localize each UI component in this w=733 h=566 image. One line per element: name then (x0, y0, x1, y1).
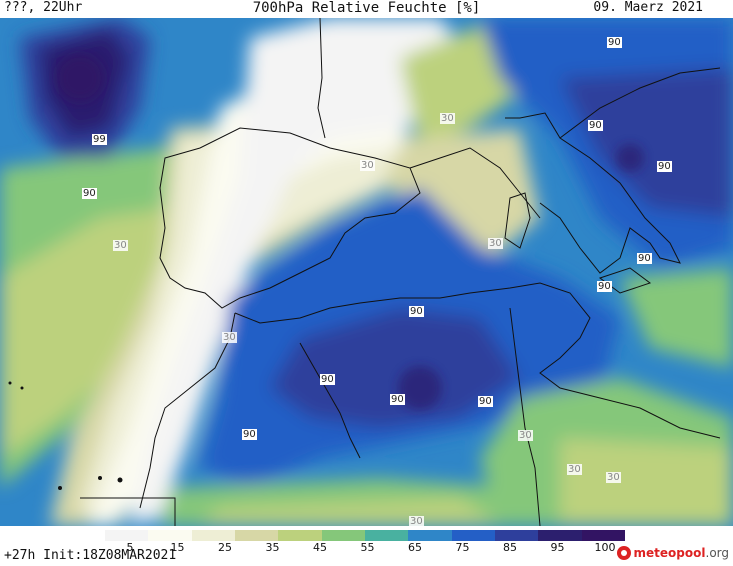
colorbar-tick-label: 55 (360, 541, 375, 554)
contour-label: 30 (222, 332, 237, 343)
france-coastline (317, 18, 326, 139)
valid-time-label: ???, 22Uhr (4, 0, 83, 15)
border-a (299, 342, 361, 459)
colorbar-tick-label: 45 (313, 541, 327, 554)
colorbar-swatch (278, 530, 322, 541)
colorbar-swatch (408, 530, 452, 541)
contour-label: 30 (518, 430, 533, 441)
map-title: 700hPa Relative Feuchte [%] (252, 0, 481, 16)
contour-label: 90 (607, 37, 622, 48)
init-time-label: +27h Init:18Z08MAR2021 (4, 548, 177, 563)
colorbar-swatch (105, 530, 149, 541)
brand-name-accent: pool (676, 546, 706, 560)
date-label: 09. Maerz 2021 (593, 0, 703, 15)
colorbar-swatch (234, 530, 279, 541)
colorbar-swatch (581, 530, 625, 541)
colorbar-tick-label: 35 (265, 541, 280, 554)
contour-label: 90 (637, 253, 652, 264)
morocco-coastline (139, 312, 236, 509)
border-b (509, 307, 541, 526)
brand-suffix: .org (705, 546, 730, 560)
meteopool-icon (616, 546, 631, 560)
iberia-coastline (159, 127, 421, 309)
corsica-sardinia (504, 192, 531, 249)
colorbar-tick-label: 85 (503, 541, 517, 554)
colorbar-ticks: 5 15 25 35 45 55 65 75 85 95 100 (126, 541, 620, 555)
colorbar-swatch (494, 530, 539, 541)
colorbar-tick-label: 15 (170, 541, 185, 554)
contour-label: 30 (606, 472, 621, 483)
sicily (598, 267, 652, 294)
contour-label: 30 (440, 113, 455, 124)
contour-label: 30 (360, 160, 375, 171)
italy-coastline (505, 112, 681, 274)
colorbar-tick-label: 5 (126, 541, 134, 554)
north-africa-coastline (234, 282, 721, 439)
colorbar-legend: 5 15 25 35 45 55 65 75 85 95 100 +27h Init:18Z08MA… (0, 526, 733, 566)
colorbar-swatch (191, 530, 235, 541)
colorbar-tick-label: 25 (218, 541, 232, 554)
contour-label: 90 (588, 120, 603, 131)
colorbar-swatch (321, 530, 365, 541)
colorbar-swatch (451, 530, 495, 541)
colorbar-tick-label: 65 (408, 541, 422, 554)
contour-label: 90 (597, 281, 612, 292)
colorbar-swatch (364, 530, 409, 541)
gulf-of-lion-coastline (409, 147, 541, 219)
humidity-map: 99 90 30 90 90 30 90 90 90 90 90 90 90 9… (0, 18, 733, 526)
contour-label: 90 (478, 396, 493, 407)
contour-label: 30 (409, 516, 424, 526)
contour-label: 30 (113, 240, 128, 251)
humidity-field (0, 18, 733, 526)
contour-label: 30 (488, 238, 503, 249)
contour-label: 90 (82, 188, 97, 199)
brand-name: meteo (633, 546, 677, 560)
contour-label: 90 (390, 394, 405, 405)
colorbar-swatch (148, 530, 192, 541)
header: ???, 22Uhr 700hPa Relative Feuchte [%] 0… (0, 0, 733, 18)
contour-label: 90 (409, 306, 424, 317)
colorbar-tick-label: 100 (594, 541, 616, 554)
contour-label: 90 (242, 429, 257, 440)
contour-label: 99 (92, 134, 107, 145)
colorbar-swatch (538, 530, 582, 541)
adriatic-coastline (559, 67, 721, 139)
border-c (80, 497, 176, 526)
contour-label: 90 (320, 374, 335, 385)
colorbar (105, 530, 625, 541)
colorbar-tick-label: 95 (550, 541, 565, 554)
contour-label: 30 (567, 464, 582, 475)
colorbar-tick-label: 75 (455, 541, 470, 554)
brand-logo[interactable]: meteo pool .org (616, 546, 730, 560)
contour-label: 90 (657, 161, 672, 172)
